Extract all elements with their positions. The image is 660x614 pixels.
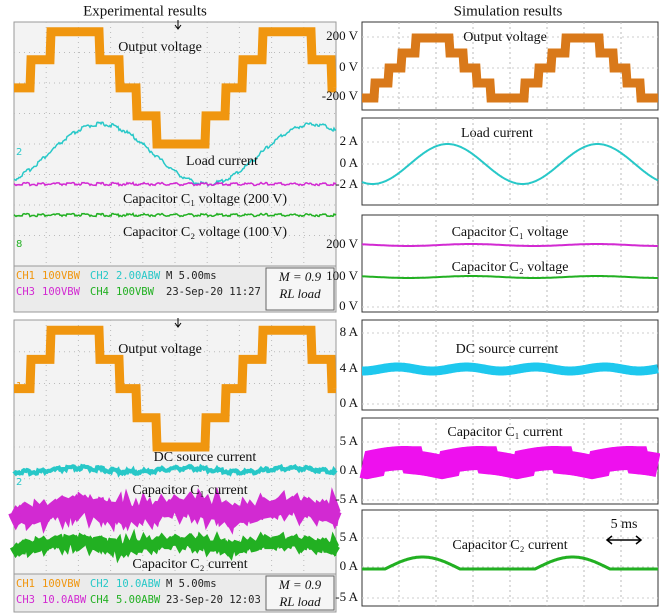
trace-label: DC source current	[456, 342, 559, 357]
status-text: 2.00ABW	[116, 270, 161, 282]
simulation-title: Simulation results	[454, 3, 563, 19]
trace-label: Output voltage	[463, 30, 547, 45]
y-tick-label: -5 A	[335, 491, 358, 506]
status-text: CH3	[16, 594, 35, 606]
status-text: 10.0ABW	[116, 578, 161, 590]
y-tick-label: 0 V	[339, 298, 359, 313]
y-tick-label: 0 A	[340, 462, 359, 477]
status-text: 100VBW	[42, 270, 81, 282]
y-tick-label: 200 V	[326, 28, 359, 43]
trace-label: Capacitor C₂ voltage (100 V)	[123, 225, 287, 240]
channel-marker: 2	[16, 477, 22, 488]
channel-marker: 3	[16, 509, 22, 520]
y-tick-label: 100 V	[326, 268, 359, 283]
trace-label: Load current	[461, 126, 533, 141]
status-text: 10.0ABW	[42, 594, 87, 606]
trace-label: Capacitor C₁ current	[132, 483, 247, 498]
y-tick-label: 200 V	[326, 236, 359, 251]
note-text: M = 0.9	[278, 577, 322, 592]
y-tick-label: 0 A	[340, 558, 359, 573]
status-text: CH3	[16, 286, 35, 298]
status-text: 100VBW	[116, 286, 155, 298]
trace-label: Load current	[186, 154, 258, 169]
y-tick-label: 4 A	[340, 360, 359, 375]
status-text: M 5.00ms	[166, 270, 217, 282]
channel-marker: 1	[16, 83, 22, 94]
status-text: 100VBW	[42, 578, 81, 590]
trace-label: DC source current	[154, 450, 257, 465]
status-text: 23-Sep-20 12:03	[166, 594, 261, 606]
figure: Experimental results Simulation results …	[0, 0, 660, 614]
note-text: M = 0.9	[278, 269, 322, 284]
trace-label: Capacitor C₂ voltage	[452, 260, 569, 275]
y-tick-label: 5 A	[340, 529, 359, 544]
channel-marker: 1	[16, 381, 22, 392]
note-text: RL load	[278, 286, 321, 301]
trace-label: Capacitor C₁ voltage (200 V)	[123, 192, 287, 207]
trace-label: Output voltage	[118, 40, 202, 55]
channel-marker: 4	[16, 543, 22, 554]
note-text: RL load	[278, 594, 321, 609]
trace-label: Capacitor C₁ voltage	[452, 225, 569, 240]
status-text: CH4	[90, 594, 109, 606]
channel-marker: 8	[16, 239, 22, 250]
status-text: 100VBW	[42, 286, 81, 298]
status-text: CH2	[90, 578, 109, 590]
trace-label: Output voltage	[118, 342, 202, 357]
status-text: CH2	[90, 270, 109, 282]
experimental-title: Experimental results	[83, 3, 207, 19]
scale-label: 5 ms	[611, 517, 638, 532]
channel-marker: 2	[16, 147, 22, 158]
y-tick-label: -5 A	[335, 589, 358, 604]
y-tick-label: 8 A	[340, 324, 359, 339]
status-text: CH1	[16, 270, 35, 282]
y-tick-label: 2 A	[340, 133, 359, 148]
status-text: 5.00ABW	[116, 594, 161, 606]
trace-label: Capacitor C₂ current	[452, 538, 567, 553]
y-tick-label: 0 V	[339, 59, 359, 74]
status-text: CH4	[90, 286, 109, 298]
sim-dc-current	[362, 367, 658, 371]
status-text: CH1	[16, 578, 35, 590]
sim-c1-current	[362, 458, 658, 467]
trace-label: Capacitor C₁ current	[447, 425, 562, 440]
status-text: 23-Sep-20 11:27	[166, 286, 261, 298]
y-tick-label: -2 A	[335, 176, 358, 191]
y-tick-label: 0 A	[340, 395, 359, 410]
trace-label: Capacitor C₂ current	[132, 557, 247, 572]
y-tick-label: 0 A	[340, 155, 359, 170]
status-text: M 5.00ms	[166, 578, 217, 590]
y-tick-label: -200 V	[322, 88, 359, 103]
y-tick-label: 5 A	[340, 433, 359, 448]
